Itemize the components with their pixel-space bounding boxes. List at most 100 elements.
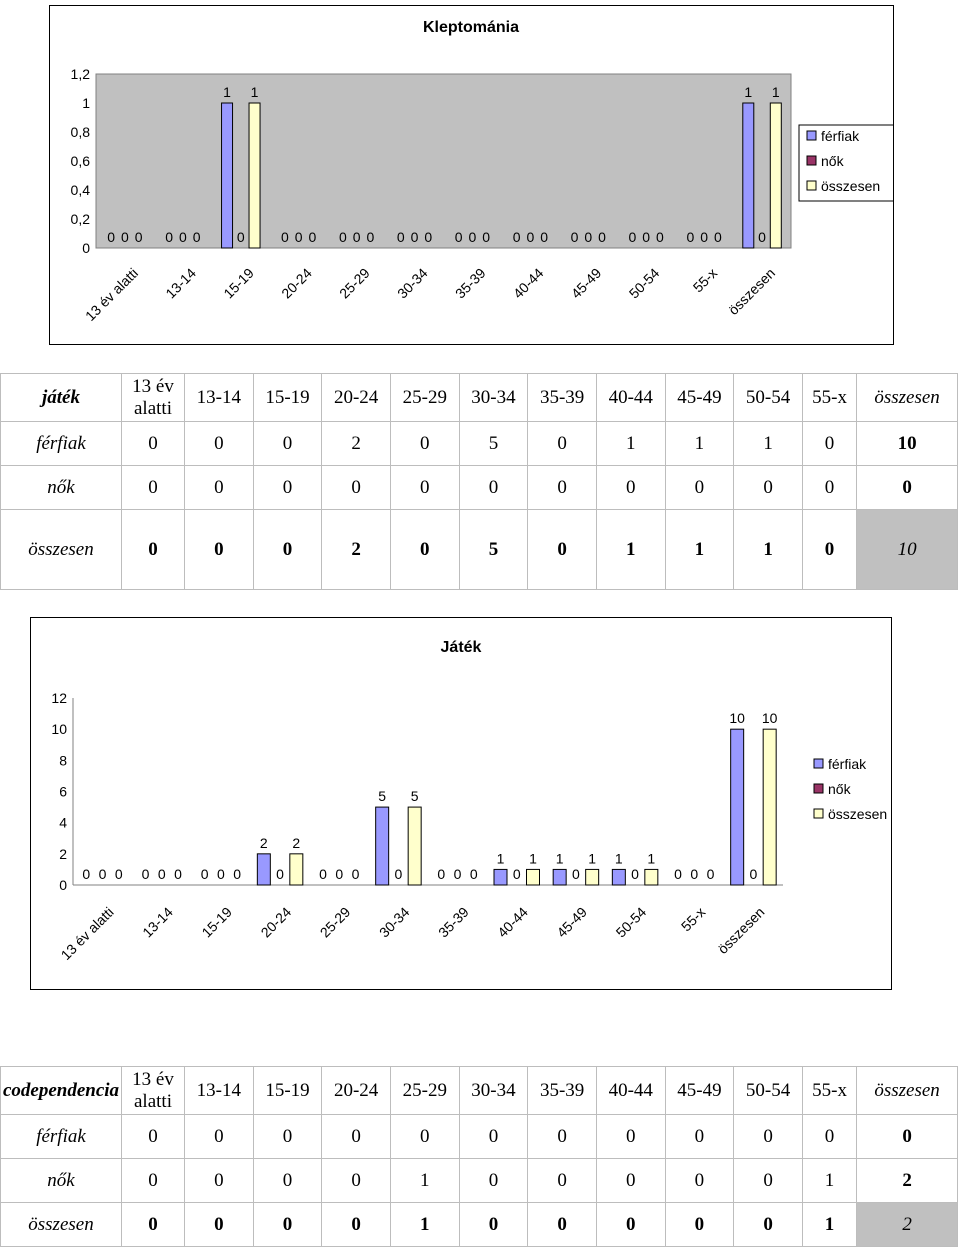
y-tick-label: 12: [51, 690, 67, 706]
y-tick-label: 0: [82, 240, 90, 256]
table-cell: 1: [664, 421, 735, 466]
data-label: 0: [99, 866, 107, 882]
table-cell: 0: [527, 1114, 597, 1159]
y-tick-label: 1,2: [71, 66, 91, 82]
column-header: összesen: [856, 373, 958, 422]
table-row: nők 0 0 0 0 1 0 0 0 0 0 1 2: [0, 1158, 958, 1203]
table-cell: 0: [121, 1114, 185, 1159]
data-label: 0: [233, 866, 241, 882]
data-label: 1: [615, 850, 623, 866]
table-cell: 0: [458, 1158, 529, 1203]
data-label: 0: [686, 229, 694, 245]
category-label: 55-x: [690, 265, 721, 296]
data-label: 0: [631, 866, 639, 882]
category-label: 15-19: [220, 265, 257, 302]
jatek-chart: Játék 12 10 8 6 4 2 0 0 0 0 13 év alatti 0 0 0 13-14 0 0 0…: [30, 617, 892, 990]
table-cell: 0: [595, 1202, 666, 1247]
category-label: 45-49: [553, 904, 590, 941]
table-cell: 1: [389, 1158, 460, 1203]
data-label: 0: [107, 229, 115, 245]
data-label: 0: [437, 866, 445, 882]
category-label: 35-39: [452, 265, 489, 302]
data-label: 0: [135, 229, 143, 245]
data-label: 0: [714, 229, 722, 245]
table-cell: 5: [458, 509, 529, 590]
column-header: 20-24: [321, 1066, 391, 1115]
table-row: nők 0 0 0 0 0 0 0 0 0 0 0 0: [0, 465, 958, 510]
kleptomania-chart: Kleptománia 1,2 1 0,8 0,6 0,4 0,2 0 0 0 0 13 év ala…: [49, 5, 896, 345]
table-cell: 0: [389, 465, 460, 510]
data-label: 0: [397, 229, 405, 245]
data-label: 10: [762, 710, 778, 726]
data-label: 0: [707, 866, 715, 882]
table-title: codependencia: [0, 1066, 122, 1115]
data-label: 5: [378, 788, 386, 804]
legend-label: férfiak: [828, 756, 867, 772]
data-label: 0: [295, 229, 303, 245]
table-cell: 0: [733, 465, 803, 510]
plot-area: [95, 73, 792, 249]
bar-férfiak: [256, 853, 271, 886]
data-label: 0: [319, 866, 327, 882]
data-label: 0: [158, 866, 166, 882]
jatek-table: játék 13 év alatti 13-14 15-19 20-24 25-29 30-…: [0, 373, 958, 590]
table-cell: 0: [252, 1202, 323, 1247]
data-label: 0: [513, 229, 521, 245]
table-cell: 1: [801, 1158, 858, 1203]
bar-férfiak: [493, 868, 508, 886]
data-label: 0: [193, 229, 201, 245]
data-label: 0: [424, 229, 432, 245]
data-label: 0: [237, 229, 245, 245]
total-cell: 10: [856, 421, 958, 466]
column-header: 25-29: [389, 1066, 460, 1115]
codependencia-table: codependencia 13 év alatti 13-14 15-19 20-24…: [0, 1066, 958, 1247]
data-label: 0: [455, 229, 463, 245]
data-label: 0: [179, 229, 187, 245]
data-label: 0: [335, 866, 343, 882]
column-header: 35-39: [527, 373, 597, 422]
bar-összesen: [585, 868, 600, 886]
legend-swatch: [806, 130, 817, 141]
bar-összesen: [526, 868, 540, 886]
data-label: 0: [366, 229, 374, 245]
table-row: összesen 0 0 0 0 1 0 0 0 0 0 1 2: [0, 1202, 958, 1247]
data-label: 0: [411, 229, 419, 245]
category-label: 35-39: [435, 904, 472, 941]
bar-összesen: [248, 102, 261, 249]
category-label: 15-19: [198, 904, 235, 941]
data-label: 1: [529, 850, 537, 866]
table-cell: 0: [458, 1114, 529, 1159]
column-header: 45-49: [664, 373, 735, 422]
legend-swatch: [806, 180, 817, 191]
column-header: 13 év alatti: [121, 373, 185, 422]
category-label: 13-14: [162, 265, 199, 302]
legend: férfiak nők összesen: [798, 124, 896, 202]
bar-férfiak: [221, 102, 234, 249]
table-cell: 0: [458, 1202, 529, 1247]
data-label: 0: [750, 866, 758, 882]
legend-label: nők: [821, 153, 845, 169]
data-label: 0: [352, 866, 360, 882]
row-label: összesen: [0, 509, 122, 590]
total-cell: 0: [856, 1114, 958, 1159]
category-label: 40-44: [510, 265, 547, 302]
table-cell: 0: [527, 1202, 597, 1247]
category-label: 20-24: [278, 265, 315, 302]
column-header: 50-54: [733, 1066, 803, 1115]
table-cell: 5: [458, 421, 529, 466]
column-header: 15-19: [252, 1066, 323, 1115]
data-label: 0: [395, 866, 403, 882]
total-cell: 10: [856, 509, 958, 590]
data-label: 1: [251, 84, 259, 100]
table-cell: 1: [389, 1202, 460, 1247]
table-cell: 0: [801, 465, 858, 510]
data-label: 1: [223, 84, 231, 100]
legend-label: férfiak: [821, 128, 860, 144]
y-tick-label: 6: [59, 784, 67, 800]
data-label: 0: [470, 866, 478, 882]
data-label: 2: [260, 835, 268, 851]
row-label: férfiak: [0, 421, 122, 466]
data-label: 0: [339, 229, 347, 245]
column-header: 15-19: [252, 373, 323, 422]
total-cell: 0: [856, 465, 958, 510]
